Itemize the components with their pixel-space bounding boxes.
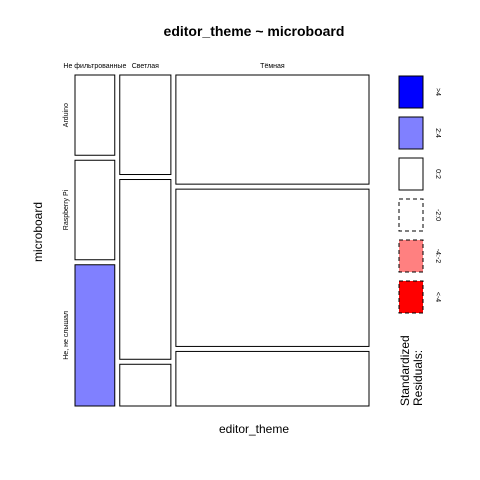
legend-swatch xyxy=(398,157,424,191)
x-category-label: Не фильтрованные xyxy=(63,63,126,70)
y-axis-label: microboard xyxy=(31,202,45,262)
legend-label: >4 xyxy=(434,88,441,96)
legend-swatch xyxy=(398,239,424,273)
legend: >4 2:4 0:2 -2:0 -4:-2 <-4 xyxy=(398,75,441,314)
mosaic-cell-тёмная-не-не-слышал xyxy=(175,350,370,407)
legend-swatch xyxy=(398,116,424,150)
x-axis-label: editor_theme xyxy=(219,422,289,436)
legend-label: -2:0 xyxy=(434,209,441,221)
x-category-label: Тёмная xyxy=(260,63,285,70)
legend-title-line1: Standardized xyxy=(398,335,412,406)
mosaic-cell-не-фильтрованные-не-не-слышал xyxy=(74,264,116,407)
y-category-label: Не, не слышал xyxy=(63,311,70,360)
legend-swatch xyxy=(398,280,424,314)
legend-title-line2: Residuals: xyxy=(411,350,425,406)
y-category-label: Raspberry Pi xyxy=(63,189,70,230)
x-category-labels: Не фильтрованные Светлая Тёмная xyxy=(63,63,285,70)
mosaic-cell-тёмная-arduino xyxy=(175,74,370,185)
mosaic-cell-тёмная-raspberry-pi xyxy=(175,188,370,347)
y-category-label: Arduino xyxy=(63,103,70,127)
legend-label: 2:4 xyxy=(434,128,441,138)
mosaic-cell-не-фильтрованные-raspberry-pi xyxy=(74,159,116,261)
x-category-label: Светлая xyxy=(132,63,159,70)
mosaic-cell-светлая-arduino xyxy=(119,74,172,176)
chart-title: editor_theme ~ microboard xyxy=(164,23,345,39)
y-category-labels: Arduino Raspberry Pi Не, не слышал xyxy=(63,103,70,360)
mosaic-cell-не-фильтрованные-arduino xyxy=(74,74,116,156)
legend-label: -4:-2 xyxy=(434,249,441,264)
legend-swatch xyxy=(398,75,424,109)
mosaic-cells xyxy=(74,74,370,407)
legend-label: <-4 xyxy=(434,292,441,302)
mosaic-cell-светлая-raspberry-pi xyxy=(119,179,172,360)
mosaic-cell-светлая-не-не-слышал xyxy=(119,363,172,407)
legend-label: 0:2 xyxy=(434,169,441,179)
legend-swatch xyxy=(398,198,424,232)
